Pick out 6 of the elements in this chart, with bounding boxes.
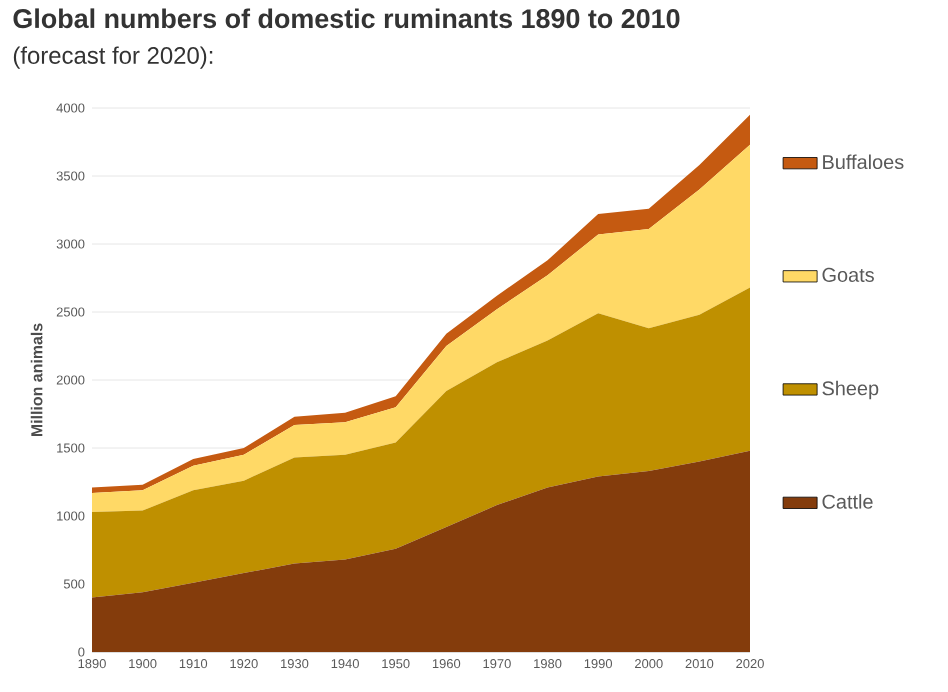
legend-label: Goats (822, 267, 874, 282)
chart-title: Global numbers of domestic ruminants 1890 to 2010 (13, 8, 680, 29)
legend-label: Cattle (822, 494, 873, 509)
legend-label: Buffaloes (823, 154, 904, 170)
legend-label: Sheep (822, 380, 879, 400)
chart-subtitle: (forecast for 2020): (13, 46, 213, 69)
